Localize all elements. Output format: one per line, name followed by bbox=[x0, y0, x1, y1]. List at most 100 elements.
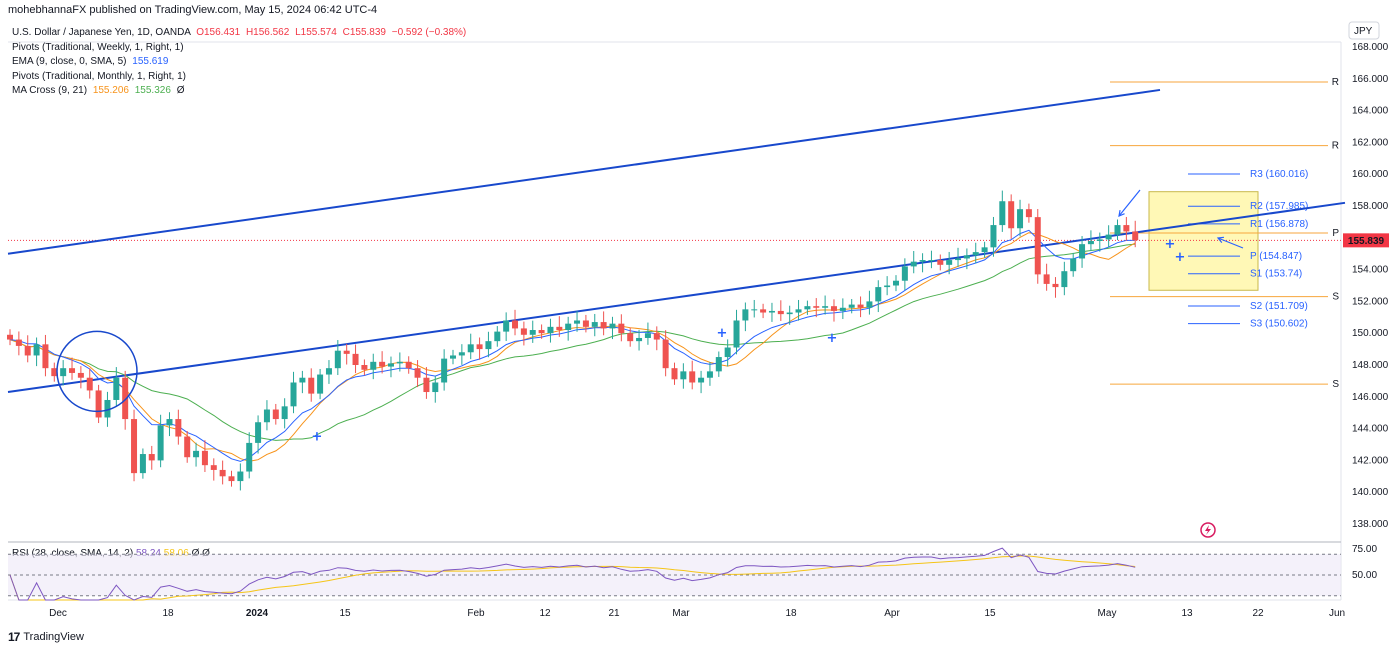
candle-body bbox=[476, 344, 483, 350]
candle-body bbox=[600, 322, 607, 329]
x-tick-label: 2024 bbox=[246, 608, 269, 619]
candle-body bbox=[768, 310, 775, 313]
x-tick-label: 21 bbox=[608, 608, 620, 619]
candle-body bbox=[963, 255, 970, 259]
y-tick-label: 140.000 bbox=[1352, 487, 1389, 498]
ma-cross-marker: + bbox=[1165, 237, 1176, 252]
rsi-legend[interactable]: RSI (28, close, SMA, 14, 2) 58.24 58.06 … bbox=[12, 548, 210, 559]
candle-body bbox=[24, 345, 31, 356]
footer-brand[interactable]: 17 TradingView bbox=[8, 630, 84, 644]
candle-body bbox=[582, 320, 589, 327]
candle-body bbox=[999, 201, 1006, 226]
publisher-line: mohebhannaFX published on TradingView.co… bbox=[8, 4, 378, 16]
candle-body bbox=[538, 330, 545, 334]
candle-body bbox=[361, 365, 368, 370]
ohlc-close: C155.839 bbox=[342, 27, 386, 38]
weekly-pivot-label: S3 (150.602) bbox=[1250, 319, 1308, 330]
rsi-y-tick-label: 75.00 bbox=[1352, 544, 1377, 555]
candle-body bbox=[281, 406, 288, 420]
candle-body bbox=[263, 409, 270, 423]
x-tick-label: Dec bbox=[49, 608, 67, 619]
candle-body bbox=[671, 368, 678, 380]
candle-body bbox=[715, 357, 722, 372]
ma-slow-line bbox=[9, 243, 1136, 441]
candle-body bbox=[990, 225, 997, 248]
x-tick-label: May bbox=[1098, 608, 1117, 619]
rsi-value: 58.24 bbox=[135, 548, 161, 559]
annotation-arrowhead bbox=[1216, 236, 1225, 244]
candle-body bbox=[529, 330, 536, 335]
monthly-pivot-label: P bbox=[1332, 228, 1339, 239]
candle-body bbox=[228, 476, 235, 482]
weekly-pivot-label: R2 (157.985) bbox=[1250, 201, 1308, 212]
candle-body bbox=[1105, 234, 1112, 240]
y-tick-label: 142.000 bbox=[1352, 455, 1389, 466]
chart-legend: U.S. Dollar / Japanese Yen, 1D, OANDA O1… bbox=[12, 26, 466, 99]
y-tick-label: 138.000 bbox=[1352, 519, 1389, 530]
candle-body bbox=[131, 419, 138, 474]
candle-body bbox=[379, 361, 386, 367]
candle-body bbox=[724, 347, 731, 358]
rsi-extra: Ø Ø bbox=[191, 548, 210, 559]
candle-body bbox=[698, 377, 705, 383]
candle-body bbox=[1070, 258, 1077, 272]
tradingview-logo-icon: 17 bbox=[8, 630, 20, 644]
legend-ema[interactable]: EMA (9, close, 0, SMA, 5) 155.619 bbox=[12, 55, 466, 70]
candle-body bbox=[928, 260, 935, 262]
monthly-pivot-label: R bbox=[1332, 141, 1339, 152]
legend-monthly-pivots[interactable]: Pivots (Traditional, Monthly, 1, Right, … bbox=[12, 70, 186, 82]
candle-body bbox=[662, 339, 669, 369]
legend-ma-cross[interactable]: MA Cross (9, 21) 155.206 155.326 Ø bbox=[12, 84, 466, 99]
ema-value: 155.619 bbox=[132, 56, 169, 67]
last-price-badge bbox=[1343, 233, 1389, 248]
candle-body bbox=[981, 247, 988, 253]
monthly-pivot-label: S bbox=[1332, 292, 1339, 303]
candle-body bbox=[352, 353, 359, 365]
candle-body bbox=[848, 304, 855, 308]
ma-cross-label: MA Cross (9, 21) bbox=[12, 85, 88, 96]
candle-body bbox=[733, 320, 740, 348]
rsi-y-tick-label: 50.00 bbox=[1352, 570, 1377, 581]
candle-body bbox=[219, 469, 226, 477]
currency-label: JPY bbox=[1354, 26, 1373, 37]
currency-box[interactable] bbox=[1348, 21, 1380, 40]
candle-body bbox=[1096, 239, 1103, 241]
candle-body bbox=[255, 422, 262, 443]
x-tick-label: Feb bbox=[467, 608, 485, 619]
candle-body bbox=[680, 371, 687, 380]
candle-body bbox=[813, 306, 820, 308]
candle-body bbox=[689, 371, 696, 383]
ema-label: EMA (9, close, 0, SMA, 5) bbox=[12, 56, 127, 67]
x-tick-label: 13 bbox=[1181, 608, 1193, 619]
candle-body bbox=[937, 260, 944, 265]
candle-body bbox=[839, 307, 846, 311]
trendline bbox=[7, 201, 1346, 394]
candle-body bbox=[450, 355, 456, 359]
weekly-pivot-label: R3 (160.016) bbox=[1250, 169, 1308, 180]
ma-cross-marker: + bbox=[312, 430, 323, 445]
ohlc-high: H156.562 bbox=[245, 27, 290, 38]
lightning-bolt-icon bbox=[1205, 525, 1211, 535]
ma-slow-value: 155.326 bbox=[134, 85, 171, 96]
candle-body bbox=[494, 331, 501, 342]
candle-body bbox=[432, 382, 439, 393]
x-tick-label: 18 bbox=[162, 608, 174, 619]
candle-body bbox=[893, 280, 899, 286]
rsi-line bbox=[9, 547, 1136, 601]
candle-body bbox=[86, 377, 93, 391]
candle-body bbox=[644, 333, 651, 338]
candle-body bbox=[1034, 217, 1041, 275]
candle-body bbox=[574, 320, 581, 324]
candle-body bbox=[1114, 225, 1121, 235]
candle-body bbox=[441, 358, 448, 383]
annotation-arrow bbox=[1118, 189, 1141, 217]
candle-body bbox=[69, 368, 76, 373]
candle-body bbox=[1052, 283, 1059, 288]
candle-body bbox=[7, 334, 13, 340]
x-tick-label: Apr bbox=[884, 608, 900, 619]
candle-body bbox=[857, 304, 864, 308]
candle-body bbox=[387, 363, 394, 367]
x-tick-label: Jun bbox=[1329, 608, 1345, 619]
legend-weekly-pivots[interactable]: Pivots (Traditional, Weekly, 1, Right, 1… bbox=[12, 41, 184, 53]
